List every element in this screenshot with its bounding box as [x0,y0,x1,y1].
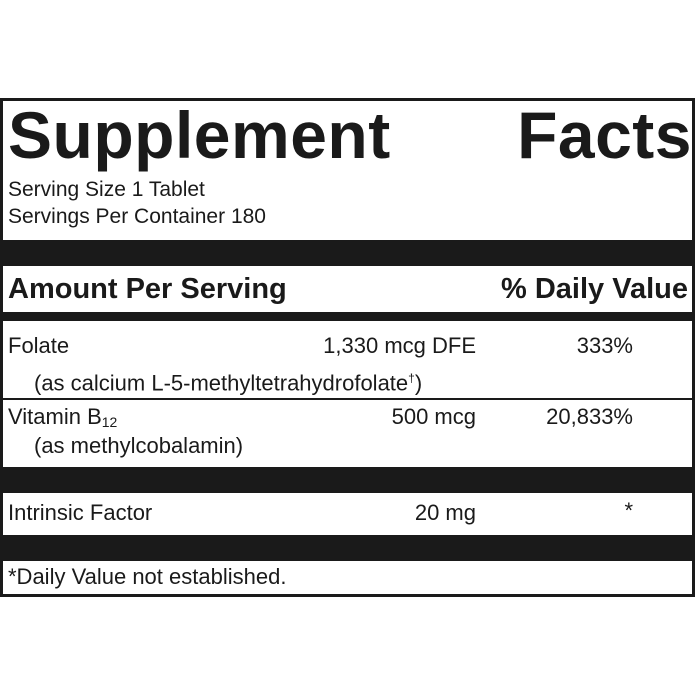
vitamin-b12-amount: 500 mcg [391,404,476,429]
title-supplement: Supplement [8,98,391,172]
thick-divider-middle [3,467,692,493]
vitamin-b12-name: Vitamin B12 [8,404,118,430]
thick-divider-bottom [3,535,692,561]
folate-amount: 1,330 mcg DFE [323,333,476,358]
vitamin-b12-source: (as methylcobalamin) [34,433,244,458]
folate-source: (as calcium L-5-methyltetrahydrofolate†) [34,370,423,396]
vitamin-b12-dv: 20,833% [546,404,633,429]
footnote: *Daily Value not established. [8,564,287,589]
header-divider [3,312,692,321]
folate-dv: 333% [576,333,633,358]
intrinsic-factor-dv: * [624,498,633,523]
column-header: Amount Per Serving % Daily Value [8,271,688,307]
supplement-facts-panel [0,98,695,597]
thick-divider-top [3,240,692,266]
row-divider-1 [3,398,692,400]
intrinsic-factor-amount: 20 mg [414,500,476,525]
folate-name: Folate [8,333,70,358]
dagger-mark: † [408,371,415,385]
daily-value-label: % Daily Value [501,273,688,305]
serving-size: Serving Size 1 Tablet [8,178,205,201]
panel-title: Supplement Facts [8,100,692,170]
servings-per-container: Servings Per Container 180 [8,205,266,228]
amount-per-serving-label: Amount Per Serving [8,273,287,305]
intrinsic-factor-name: Intrinsic Factor [8,500,153,525]
title-facts: Facts [517,98,692,172]
